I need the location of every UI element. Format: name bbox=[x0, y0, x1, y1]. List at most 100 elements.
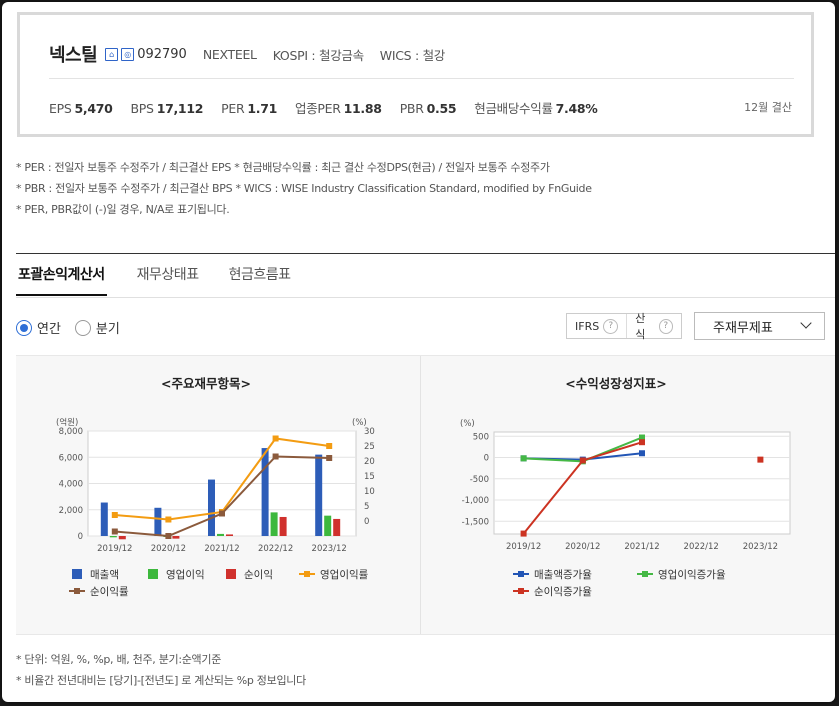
y-tick-label: 6,000 bbox=[59, 453, 83, 463]
standard-chip-group: IFRS ? 산식 ? bbox=[566, 312, 682, 341]
net-margin-point bbox=[219, 510, 225, 517]
metric-eps: EPS 5,470 bbox=[49, 101, 113, 116]
revenue-growth-point bbox=[639, 450, 645, 457]
legend-label: 영업이익률 bbox=[320, 568, 369, 581]
english-name: NEXTEEL bbox=[202, 46, 257, 62]
radio-button-quarterly[interactable] bbox=[74, 319, 91, 336]
legend-swatch bbox=[642, 571, 648, 577]
stock-code: 092790 bbox=[137, 46, 187, 62]
net-margin-point bbox=[326, 455, 333, 461]
plot-area bbox=[493, 431, 791, 535]
footnotes: * 단위: 억원, %, %p, 배, 천주, 분기:순액기준 * 비율간 전년… bbox=[16, 649, 306, 691]
tab-income-statement[interactable]: 포괄손익계산서 bbox=[16, 264, 107, 296]
y2-axis-unit: (%) bbox=[352, 418, 367, 428]
statement-type-dropdown[interactable]: 주재무제표 bbox=[694, 312, 825, 340]
bar-revenue bbox=[208, 479, 215, 536]
bar-revenue bbox=[315, 454, 323, 536]
formula-chip[interactable]: 산식 ? bbox=[626, 312, 681, 341]
statement-tabs: 포괄손익계산서 재무상태표 현금흐름표 bbox=[16, 264, 320, 296]
charts-separator bbox=[420, 356, 421, 634]
y-tick-label: 8,000 bbox=[59, 427, 83, 437]
metric-per: PER 1.71 bbox=[221, 101, 278, 116]
y-tick-label: 500 bbox=[473, 432, 489, 442]
bar-operating-profit bbox=[324, 515, 332, 536]
x-tick-label: 2022/12 bbox=[258, 544, 293, 554]
legend-label: 영업이익 bbox=[166, 568, 205, 581]
dropdown-value: 주재무제표 bbox=[713, 320, 773, 336]
x-tick-label: 2020/12 bbox=[151, 544, 186, 554]
charts-canvas: <주요재무항목> (억원) (%) 0 2,000 4,000 6,000 8,000 0 5 10… bbox=[56, 376, 791, 598]
ifrs-label: IFRS bbox=[575, 319, 600, 333]
y2-tick-label: 0 bbox=[364, 517, 369, 527]
charts-panel: <주요재무항목> (억원) (%) 0 2,000 4,000 6,000 8,000 0 5 10… bbox=[16, 355, 835, 635]
bar-operating-profit bbox=[217, 533, 224, 536]
bar-revenue bbox=[261, 448, 269, 536]
y-tick-label: -1,500 bbox=[462, 517, 489, 527]
radio-quarterly[interactable]: 분기 bbox=[74, 318, 120, 337]
radio-quarterly-label: 분기 bbox=[95, 322, 120, 337]
bar-revenue bbox=[154, 507, 162, 536]
tab-balance-sheet[interactable]: 재무상태표 bbox=[136, 267, 199, 283]
legend-label: 매출액 bbox=[90, 569, 119, 581]
market-sector: KOSPI : 철강금속 bbox=[272, 47, 364, 63]
y-axis-unit: (억원) bbox=[56, 417, 78, 428]
y2-tick-label: 30 bbox=[364, 427, 375, 437]
formula-label: 산식 bbox=[635, 312, 646, 341]
y2-tick-label: 15 bbox=[364, 472, 375, 482]
y2-tick-label: 5 bbox=[364, 502, 369, 512]
operating-margin-point bbox=[111, 512, 118, 518]
ir-icon[interactable]: ◎ bbox=[121, 47, 135, 61]
tabs-underline bbox=[16, 297, 835, 298]
footnote-line: * 비율간 전년대비는 [당기]-[전년도] 로 계산되는 %p 정보입니다 bbox=[16, 674, 306, 687]
net-margin-point bbox=[165, 533, 172, 539]
operating-profit-growth-point bbox=[639, 434, 645, 441]
definition-notes: * PER : 전일자 보통주 수정주가 / 최근결산 EPS * 현금배당수익… bbox=[16, 157, 592, 220]
legend-swatch bbox=[304, 571, 310, 577]
bar-net-income bbox=[226, 534, 233, 536]
company-summary-box: 넥스틸 ⌂ ◎ 092790 NEXTEEL KOSPI : 철강금속 WICS… bbox=[17, 12, 814, 137]
radio-annual[interactable]: 연간 bbox=[16, 318, 61, 337]
legend-swatch bbox=[72, 569, 82, 579]
operating-margin-point bbox=[272, 435, 279, 442]
y-tick-label: 4,000 bbox=[59, 480, 83, 490]
chart-title: <수익성장성지표> bbox=[565, 376, 666, 391]
legend-label: 영업이익증가율 bbox=[658, 568, 726, 581]
y-axis-unit: (%) bbox=[460, 419, 475, 429]
legend-swatch bbox=[74, 588, 80, 594]
help-icon[interactable]: ? bbox=[658, 318, 673, 334]
y-tick-label: 2,000 bbox=[59, 506, 83, 516]
ifrs-chip[interactable]: IFRS ? bbox=[567, 314, 626, 338]
note-line: * PBR : 전일자 보통주 수정주가 / 최근결산 BPS * WICS :… bbox=[16, 182, 592, 195]
chevron-down-icon bbox=[800, 317, 812, 329]
wics-sector: WICS : 철강 bbox=[379, 47, 445, 63]
x-tick-label: 2019/12 bbox=[506, 542, 541, 552]
x-tick-label: 2021/12 bbox=[624, 542, 659, 552]
y-tick-label: 0 bbox=[78, 532, 83, 542]
bar-revenue bbox=[100, 502, 108, 536]
operating-margin-point bbox=[165, 516, 172, 523]
y2-tick-label: 25 bbox=[364, 442, 375, 452]
section-divider bbox=[16, 253, 835, 254]
tab-cash-flow[interactable]: 현금흐름표 bbox=[228, 267, 291, 283]
y2-tick-label: 20 bbox=[364, 457, 375, 467]
chart-title: <주요재무항목> bbox=[161, 376, 251, 391]
legend-label: 매출액증가율 bbox=[534, 569, 592, 581]
radio-annual-label: 연간 bbox=[37, 322, 61, 337]
y-tick-label: -1,000 bbox=[462, 496, 489, 506]
legend-label: 순이익률 bbox=[90, 586, 129, 598]
legend-swatch bbox=[226, 569, 236, 579]
bar-net-income bbox=[333, 518, 341, 536]
legend-swatch bbox=[518, 571, 524, 577]
metric-dividend-yield: 현금배당수익률 7.48% bbox=[474, 101, 598, 116]
settlement-month: 12월 결산 bbox=[744, 101, 792, 114]
home-icon[interactable]: ⌂ bbox=[105, 47, 119, 61]
x-tick-label: 2021/12 bbox=[204, 544, 239, 554]
metric-pbr: PBR 0.55 bbox=[399, 101, 457, 116]
bar-net-income bbox=[279, 516, 287, 536]
net-income-growth-point bbox=[520, 530, 527, 537]
help-icon[interactable]: ? bbox=[603, 318, 619, 334]
net-income-growth-point bbox=[757, 456, 764, 463]
footnote-line: * 단위: 억원, %, %p, 배, 천주, 분기:순액기준 bbox=[16, 653, 222, 666]
radio-button-annual[interactable] bbox=[16, 319, 32, 336]
